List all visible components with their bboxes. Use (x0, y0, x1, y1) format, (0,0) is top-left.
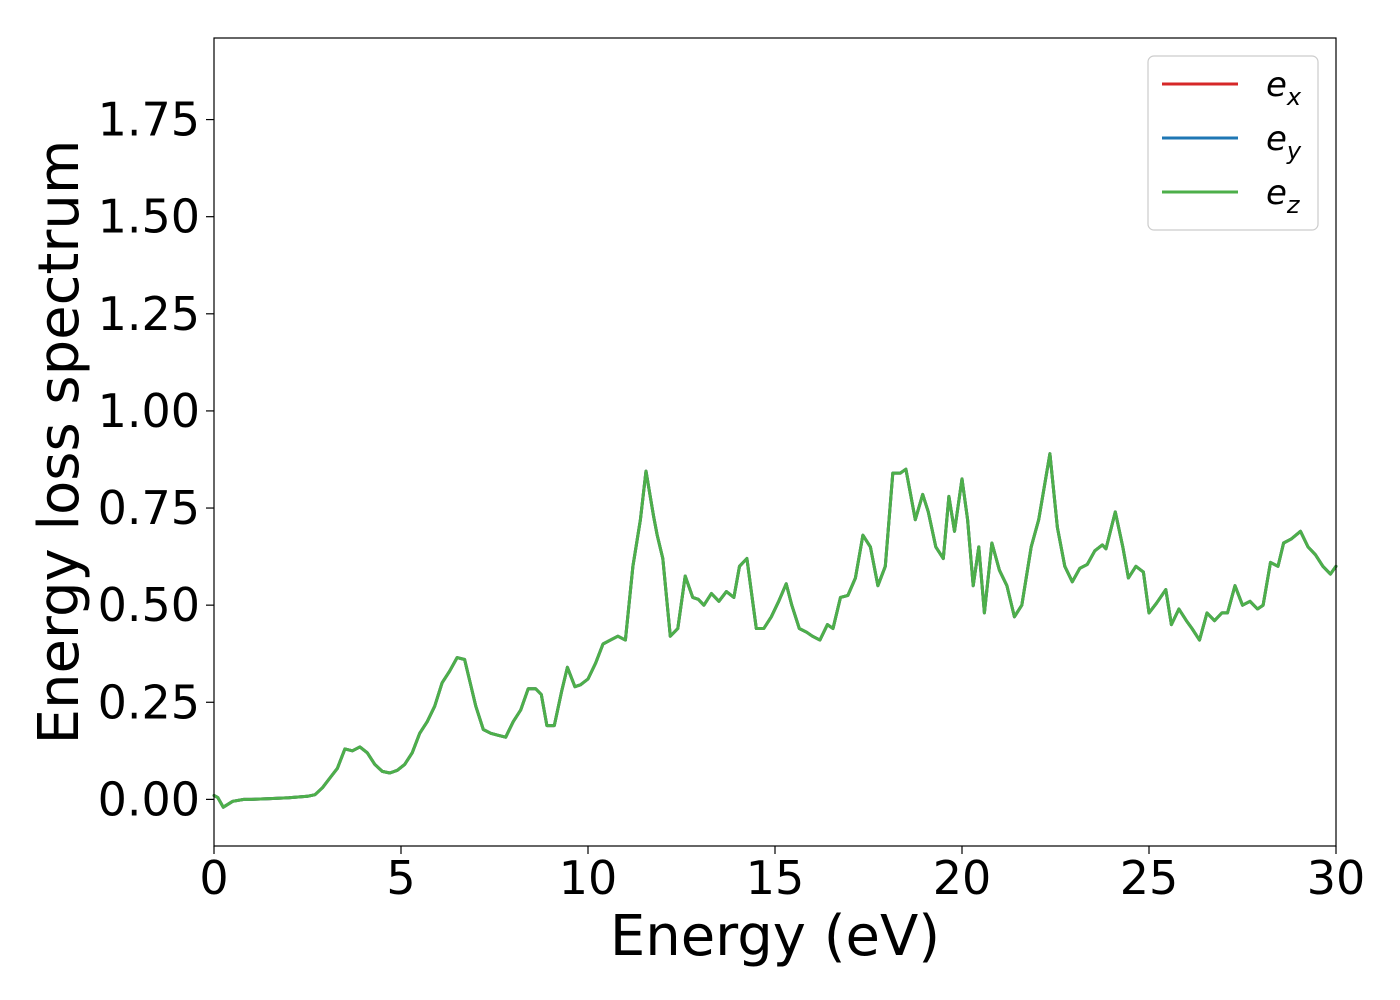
x-tick-label: 20 (933, 851, 992, 905)
y-tick-label: 1.50 (98, 190, 200, 244)
legend-label-ey: ey (1266, 119, 1302, 165)
y-axis: 0.00 0.25 0.50 0.75 1.00 1.25 1.50 1.75 (98, 93, 214, 826)
y-tick-label: 1.75 (98, 93, 200, 147)
y-tick-label: 1.25 (98, 287, 200, 341)
legend-box (1147, 55, 1319, 231)
x-tick-label: 10 (559, 851, 618, 905)
x-tick-label: 30 (1307, 851, 1366, 905)
x-tick-label: 0 (199, 851, 228, 905)
y-tick-label: 1.00 (98, 384, 200, 438)
x-tick-label: 25 (1120, 851, 1179, 905)
x-tick-label: 5 (386, 851, 415, 905)
y-tick-label: 0.75 (98, 481, 200, 535)
x-axis: 0 5 10 15 20 25 30 (199, 846, 1365, 905)
legend: ex ey ez (1147, 55, 1319, 231)
series-line-ez (212, 452, 1338, 809)
x-tick-label: 15 (746, 851, 805, 905)
y-tick-label: 0.00 (98, 772, 200, 826)
x-axis-label: Energy (eV) (610, 904, 940, 969)
plot-lines (212, 452, 1338, 809)
y-tick-label: 0.25 (98, 675, 200, 729)
y-tick-label: 0.50 (98, 578, 200, 632)
legend-label-ez: ez (1266, 173, 1301, 219)
legend-label-ex: ex (1266, 65, 1302, 111)
y-axis-label: Energy loss spectrum (27, 140, 92, 745)
